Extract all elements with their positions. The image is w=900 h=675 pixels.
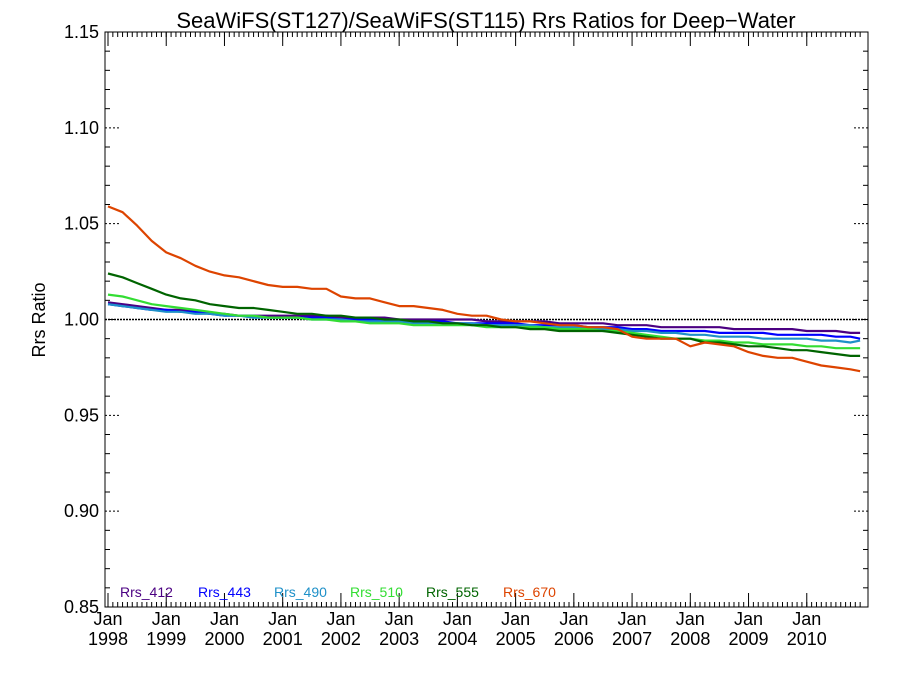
x-tick-year: 2001 <box>263 629 303 649</box>
x-tick-year: 2010 <box>787 629 827 649</box>
x-tick-month: Jan <box>501 609 530 629</box>
gridlines <box>105 31 868 608</box>
legend-entry-rrs-443: Rrs_443 <box>198 584 251 600</box>
y-tick-label: 0.85 <box>64 597 99 617</box>
series-line-rrs-412 <box>107 301 861 334</box>
x-tick-year: 2002 <box>321 629 361 649</box>
x-tick-month: Jan <box>559 609 588 629</box>
y-tick-label: 1.05 <box>64 214 99 234</box>
y-tick-label: 1.10 <box>64 118 99 138</box>
legend-entry-rrs-490: Rrs_490 <box>274 584 327 600</box>
series-lines <box>107 205 861 373</box>
series-line-rrs-510 <box>107 293 861 350</box>
x-tick-month: Jan <box>734 609 763 629</box>
legend-entry-rrs-510: Rrs_510 <box>350 584 403 600</box>
x-tick-month: Jan <box>443 609 472 629</box>
x-tick-year: 2000 <box>204 629 244 649</box>
x-tick-month: Jan <box>326 609 355 629</box>
x-tick-month: Jan <box>385 609 414 629</box>
x-tick-year: 2008 <box>670 629 710 649</box>
series-line-rrs-555 <box>107 272 861 357</box>
legend-entry-rrs-670: Rrs_670 <box>503 584 556 600</box>
x-tick-month: Jan <box>210 609 239 629</box>
y-axis: 0.85 0.90 0.95 1.00 1.05 1.10 1.15 <box>64 22 99 617</box>
x-tick-month: Jan <box>676 609 705 629</box>
x-axis: Jan1998Jan1999Jan2000Jan2001Jan2002Jan20… <box>88 32 861 649</box>
x-tick-month: Jan <box>268 609 297 629</box>
x-tick-year: 2009 <box>729 629 769 649</box>
x-tick-month: Jan <box>93 609 122 629</box>
y-tick-label: 0.90 <box>64 501 99 521</box>
x-tick-year: 1998 <box>88 629 128 649</box>
x-tick-year: 2004 <box>437 629 477 649</box>
legend: Rrs_412 Rrs_443 Rrs_490 Rrs_510 Rrs_555 Rrs_6… <box>120 584 556 600</box>
y-tick-label: 1.15 <box>64 22 99 42</box>
y-axis-label: Rrs Ratio <box>29 282 49 357</box>
chart-title: SeaWiFS(ST127)/SeaWiFS(ST115) Rrs Ratios… <box>176 8 795 33</box>
y-tick-label: 1.00 <box>64 310 99 330</box>
x-tick-month: Jan <box>152 609 181 629</box>
legend-entry-rrs-555: Rrs_555 <box>426 584 479 600</box>
x-tick-year: 2007 <box>612 629 652 649</box>
y-tick-label: 0.95 <box>64 405 99 425</box>
x-tick-year: 1999 <box>146 629 186 649</box>
x-tick-month: Jan <box>618 609 647 629</box>
legend-entry-rrs-412: Rrs_412 <box>120 584 173 600</box>
x-tick-year: 2005 <box>496 629 536 649</box>
x-tick-year: 2006 <box>554 629 594 649</box>
series-line-rrs-670 <box>107 205 861 373</box>
x-tick-month: Jan <box>792 609 821 629</box>
x-tick-year: 2003 <box>379 629 419 649</box>
